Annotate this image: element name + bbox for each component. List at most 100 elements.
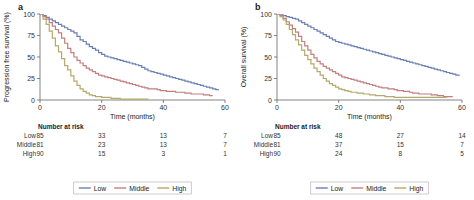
y-tick [37, 100, 40, 101]
x-tick-label: 60 [458, 104, 466, 111]
y-tick [37, 14, 40, 15]
x-tick [277, 100, 278, 103]
x-tick-label: 0 [275, 104, 279, 111]
risk-value: 15 [98, 150, 106, 157]
x-tick-label: 60 [221, 104, 229, 111]
legend-item: Middle [114, 185, 149, 192]
legend-swatch [394, 187, 406, 188]
risk-value: 81 [273, 141, 281, 148]
legend-swatch [316, 187, 328, 188]
x-tick [462, 100, 463, 103]
y-tick-label: 25 [264, 75, 272, 82]
risk-value: 90 [36, 150, 44, 157]
legend-frame [74, 182, 191, 194]
x-tick-label: 40 [159, 104, 167, 111]
risk-value: 33 [98, 132, 106, 139]
x-tick-label: 20 [335, 104, 343, 111]
legend-item: Low [79, 185, 107, 192]
risk-row-label: Low [24, 132, 36, 139]
risk-value: 23 [98, 141, 106, 148]
y-axis-label: Overall survival (%) [240, 27, 248, 88]
risk-value: 81 [36, 141, 44, 148]
x-tick-label: 40 [396, 104, 404, 111]
y-tick-label: 75 [264, 32, 272, 39]
risk-row-label: High [260, 150, 274, 158]
risk-value: 7 [223, 132, 227, 139]
survival-curve [40, 14, 148, 100]
legend-item: High [157, 185, 186, 193]
risk-value: 48 [335, 132, 343, 139]
y-axis-label: Progression free survival (%) [3, 12, 11, 102]
survival-curve [277, 14, 453, 97]
y-tick-label: 50 [27, 54, 35, 61]
y-tick-label: 0 [31, 97, 35, 104]
risk-value: 85 [273, 132, 281, 139]
panel: b02550751000204060Time (months)Overall s… [240, 2, 466, 194]
y-tick [274, 14, 277, 15]
risk-value: 1 [223, 150, 227, 157]
legend-label: High [409, 185, 423, 193]
risk-value: 7 [223, 141, 227, 148]
risk-table-title: Number at risk [38, 123, 84, 130]
y-tick [274, 100, 277, 101]
plot-area [277, 14, 459, 97]
x-axis-line [277, 100, 462, 101]
y-tick [274, 57, 277, 58]
y-tick [37, 35, 40, 36]
legend: Low Middle High [74, 182, 191, 194]
legend-frame [311, 182, 428, 194]
y-tick [37, 57, 40, 58]
x-tick [225, 100, 226, 103]
risk-value: 15 [397, 141, 405, 148]
plot-area [40, 14, 219, 100]
x-tick [338, 100, 339, 103]
x-tick [163, 100, 164, 103]
legend-label: High [172, 185, 186, 193]
legend-swatch [114, 187, 126, 188]
risk-value: 85 [36, 132, 44, 139]
y-tick-label: 100 [23, 11, 35, 18]
figure: a02550751000204060Time (months)Progressi… [0, 0, 474, 200]
legend-item: Middle [351, 185, 386, 192]
x-tick-label: 0 [38, 104, 42, 111]
risk-value: 14 [458, 132, 466, 139]
x-tick [400, 100, 401, 103]
legend-label: Low [94, 185, 107, 192]
y-tick-label: 25 [27, 75, 35, 82]
x-tick [101, 100, 102, 103]
x-tick-label: 20 [98, 104, 106, 111]
y-tick-label: 0 [268, 97, 272, 104]
risk-row-label: Low [261, 132, 273, 139]
legend-swatch [351, 187, 363, 188]
y-tick [274, 78, 277, 79]
risk-value: 8 [399, 150, 403, 157]
x-tick [40, 100, 41, 103]
risk-value: 3 [162, 150, 166, 157]
y-tick [37, 78, 40, 79]
risk-value: 27 [397, 132, 405, 139]
y-tick-label: 100 [260, 11, 272, 18]
legend-swatch [157, 187, 169, 188]
risk-value: 7 [460, 141, 464, 148]
y-tick-label: 75 [27, 32, 35, 39]
legend-swatch [79, 187, 91, 188]
risk-row-label: Middle [17, 141, 37, 148]
survival-curve [40, 14, 213, 96]
y-tick [274, 35, 277, 36]
risk-table-title: Number at risk [275, 123, 321, 130]
y-tick-label: 50 [264, 54, 272, 61]
survival-curve [277, 14, 447, 97]
risk-row-label: High [23, 150, 37, 158]
risk-value: 37 [335, 141, 343, 148]
legend-item: High [394, 185, 423, 193]
legend-label: Low [331, 185, 344, 192]
risk-value: 90 [273, 150, 281, 157]
risk-value: 5 [460, 150, 464, 157]
risk-value: 13 [160, 141, 168, 148]
risk-value: 24 [335, 150, 343, 157]
legend: Low Middle High [311, 182, 428, 194]
x-axis-label: Time (months) [110, 113, 155, 121]
legend-item: Low [316, 185, 344, 192]
panel: a02550751000204060Time (months)Progressi… [3, 2, 229, 194]
x-axis-label: Time (months) [347, 113, 392, 121]
